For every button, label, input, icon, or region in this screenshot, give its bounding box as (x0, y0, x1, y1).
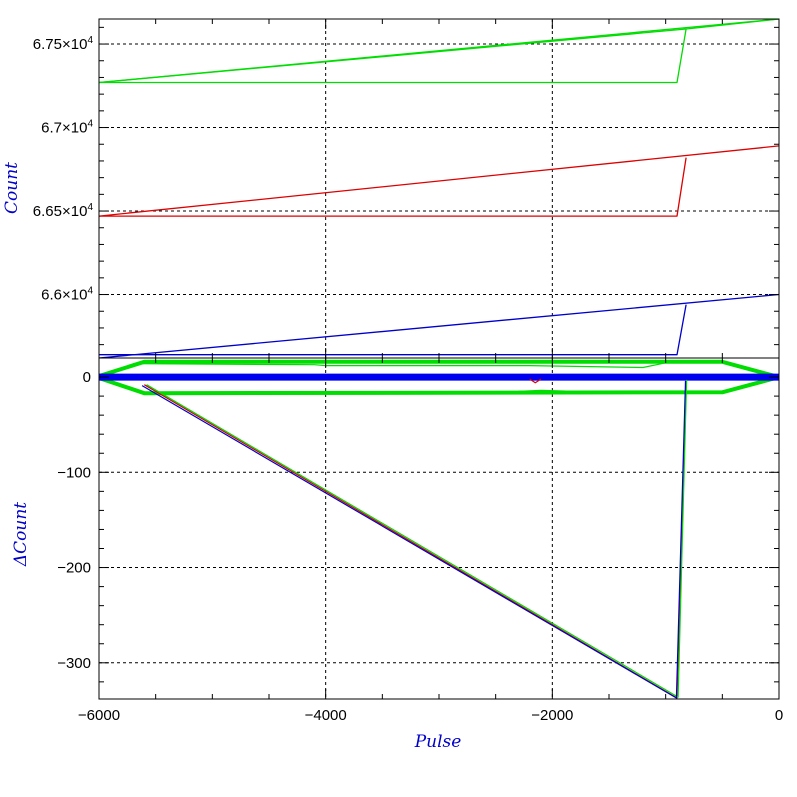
series-line (99, 145, 779, 217)
series-line (99, 304, 687, 356)
lower-ticks (98, 357, 780, 699)
y-tick-label: 6.65×104 (33, 202, 94, 220)
lower-frame (98, 357, 780, 700)
series-line (141, 380, 687, 699)
upper-series (99, 19, 779, 358)
upper-y-axis-title: Count (2, 162, 22, 214)
lower-panel: 0 −100 −200 −300 −6000 −4000 −2000 0 ΔCount Pul… (11, 357, 783, 752)
series-line (99, 293, 779, 358)
series-line (99, 19, 779, 84)
y-tick-label: 6.6×104 (41, 286, 93, 304)
series-line (99, 359, 779, 396)
lower-y-axis-title: ΔCount (11, 502, 31, 567)
lower-tick-labels: 0 −100 −200 −300 −6000 −4000 −2000 0 (57, 369, 783, 724)
lower-series (99, 359, 779, 699)
series-line (529, 378, 542, 384)
y-tick-label: −300 (57, 655, 91, 672)
upper-tick-labels: 6.6×104 6.65×104 6.7×104 6.75×104 (33, 35, 94, 303)
lower-grid (99, 358, 779, 699)
x-tick-label: 0 (775, 707, 783, 724)
series-line (132, 362, 666, 369)
series-line (99, 157, 687, 217)
series-line (143, 380, 687, 699)
y-tick-label: 6.75×104 (33, 35, 94, 53)
y-tick-label: 0 (83, 369, 91, 386)
x-tick-label: −4000 (305, 707, 347, 724)
upper-ticks (98, 19, 780, 358)
y-tick-label: −100 (57, 464, 91, 481)
series-line (146, 379, 688, 698)
upper-frame (98, 18, 780, 359)
upper-panel: 6.6×104 6.65×104 6.7×104 6.75×104 Count (2, 18, 780, 359)
x-tick-label: −2000 (531, 707, 573, 724)
series-line (99, 28, 687, 84)
y-tick-label: 6.7×104 (41, 119, 93, 137)
upper-grid (99, 19, 779, 358)
series-line (518, 389, 576, 392)
x-tick-label: −6000 (78, 707, 120, 724)
y-tick-label: −200 (57, 560, 91, 577)
x-axis-title: Pulse (414, 732, 462, 752)
